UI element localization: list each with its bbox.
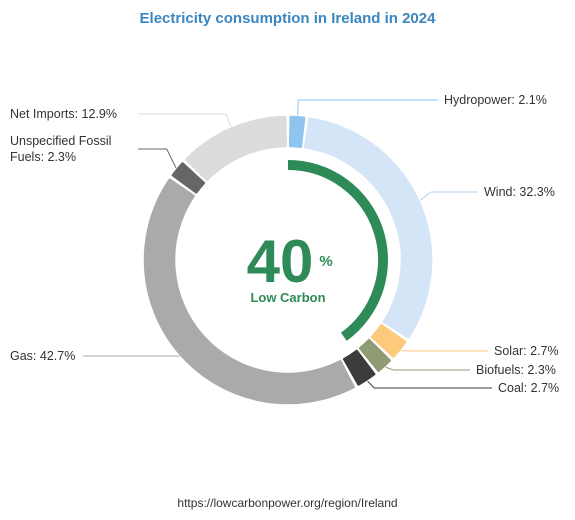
leader-line-biofuels <box>385 366 470 371</box>
slice-wind <box>303 117 433 339</box>
leader-line-net-imports <box>138 113 232 127</box>
source-url: https://lowcarbonpower.org/region/Irelan… <box>177 496 398 510</box>
center-value: 40 <box>247 228 314 295</box>
leader-line-wind <box>419 191 478 201</box>
slice-solar <box>370 324 407 358</box>
slice-label-gas: Gas: 42.7% <box>10 349 75 363</box>
slice-net-imports <box>185 115 288 182</box>
slice-biofuels <box>358 338 391 372</box>
slice-label-wind: Wind: 32.3% <box>484 185 555 199</box>
chart-title: Electricity consumption in Ireland in 20… <box>139 10 436 27</box>
slice-label-solar: Solar: 2.7% <box>494 344 559 358</box>
leader-line-coal <box>367 380 492 389</box>
slice-label-hydropower: Hydropower: 2.1% <box>444 93 547 107</box>
slice-label-unspecified-fossil-fuels: Unspecified Fossil Fuels: 2.3% <box>10 134 111 164</box>
slice-coal <box>342 349 376 386</box>
center-unit: % <box>319 253 332 270</box>
slice-label-coal: Coal: 2.7% <box>498 381 559 395</box>
leader-line-hydropower <box>297 99 438 116</box>
center-label: Low Carbon <box>250 290 325 305</box>
slice-gas <box>143 178 355 405</box>
slice-label-biofuels: Biofuels: 2.3% <box>476 363 556 377</box>
leader-line-unspecified-fossil-fuels <box>138 148 177 169</box>
low-carbon-progress-arc <box>287 160 388 341</box>
slice-hydropower <box>288 115 306 148</box>
slice-label-net-imports: Net Imports: 12.9% <box>10 107 117 121</box>
slice-unspecified-fossil-fuels <box>171 162 206 194</box>
